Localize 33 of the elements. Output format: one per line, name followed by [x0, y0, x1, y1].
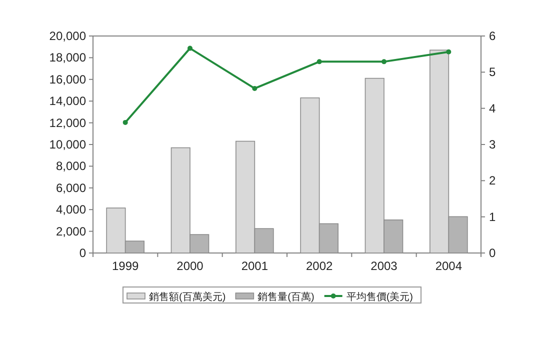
y-tick-label: 20,000 [49, 29, 86, 43]
y-tick-label: 18,000 [49, 50, 86, 65]
x-tick-label: 1999 [112, 259, 140, 273]
x-tick-label: 2003 [370, 259, 398, 273]
y-tick-label: 4,000 [56, 202, 86, 217]
legend-label: 銷售量(百萬) [258, 291, 314, 303]
y2-tick-label: 2 [489, 174, 496, 188]
point [316, 59, 322, 64]
legend-label: 銷售額(百萬美元) [148, 291, 226, 303]
y-tick-label: 12,000 [49, 116, 86, 130]
point [446, 49, 452, 54]
point [122, 120, 128, 125]
y-tick-label: 10,000 [49, 138, 86, 152]
y2-tick-label: 0 [489, 246, 496, 260]
point [252, 86, 258, 91]
y-tick-label: 0 [79, 246, 86, 260]
x-tick-label: 2000 [176, 259, 204, 273]
y-tick-label: 16,000 [49, 72, 86, 86]
y2-tick-label: 1 [489, 210, 496, 224]
x-tick-label: 2004 [435, 259, 462, 273]
legend-label: 平均售價(美元) [346, 291, 414, 303]
point [188, 46, 192, 51]
y-tick-label: 14,000 [49, 94, 86, 108]
y2-tick-label: 4 [489, 101, 496, 116]
y-tick-label: 6,000 [56, 180, 86, 195]
y-tick-label: 8,000 [56, 159, 86, 174]
y-tick-label: 2,000 [56, 224, 86, 238]
x-tick-label: 2002 [306, 259, 334, 273]
y2-tick-label: 6 [489, 29, 496, 43]
y2-tick-label: 5 [489, 65, 496, 80]
point [382, 59, 386, 64]
y2-tick-label: 3 [489, 138, 496, 152]
x-tick-label: 2001 [241, 259, 268, 273]
